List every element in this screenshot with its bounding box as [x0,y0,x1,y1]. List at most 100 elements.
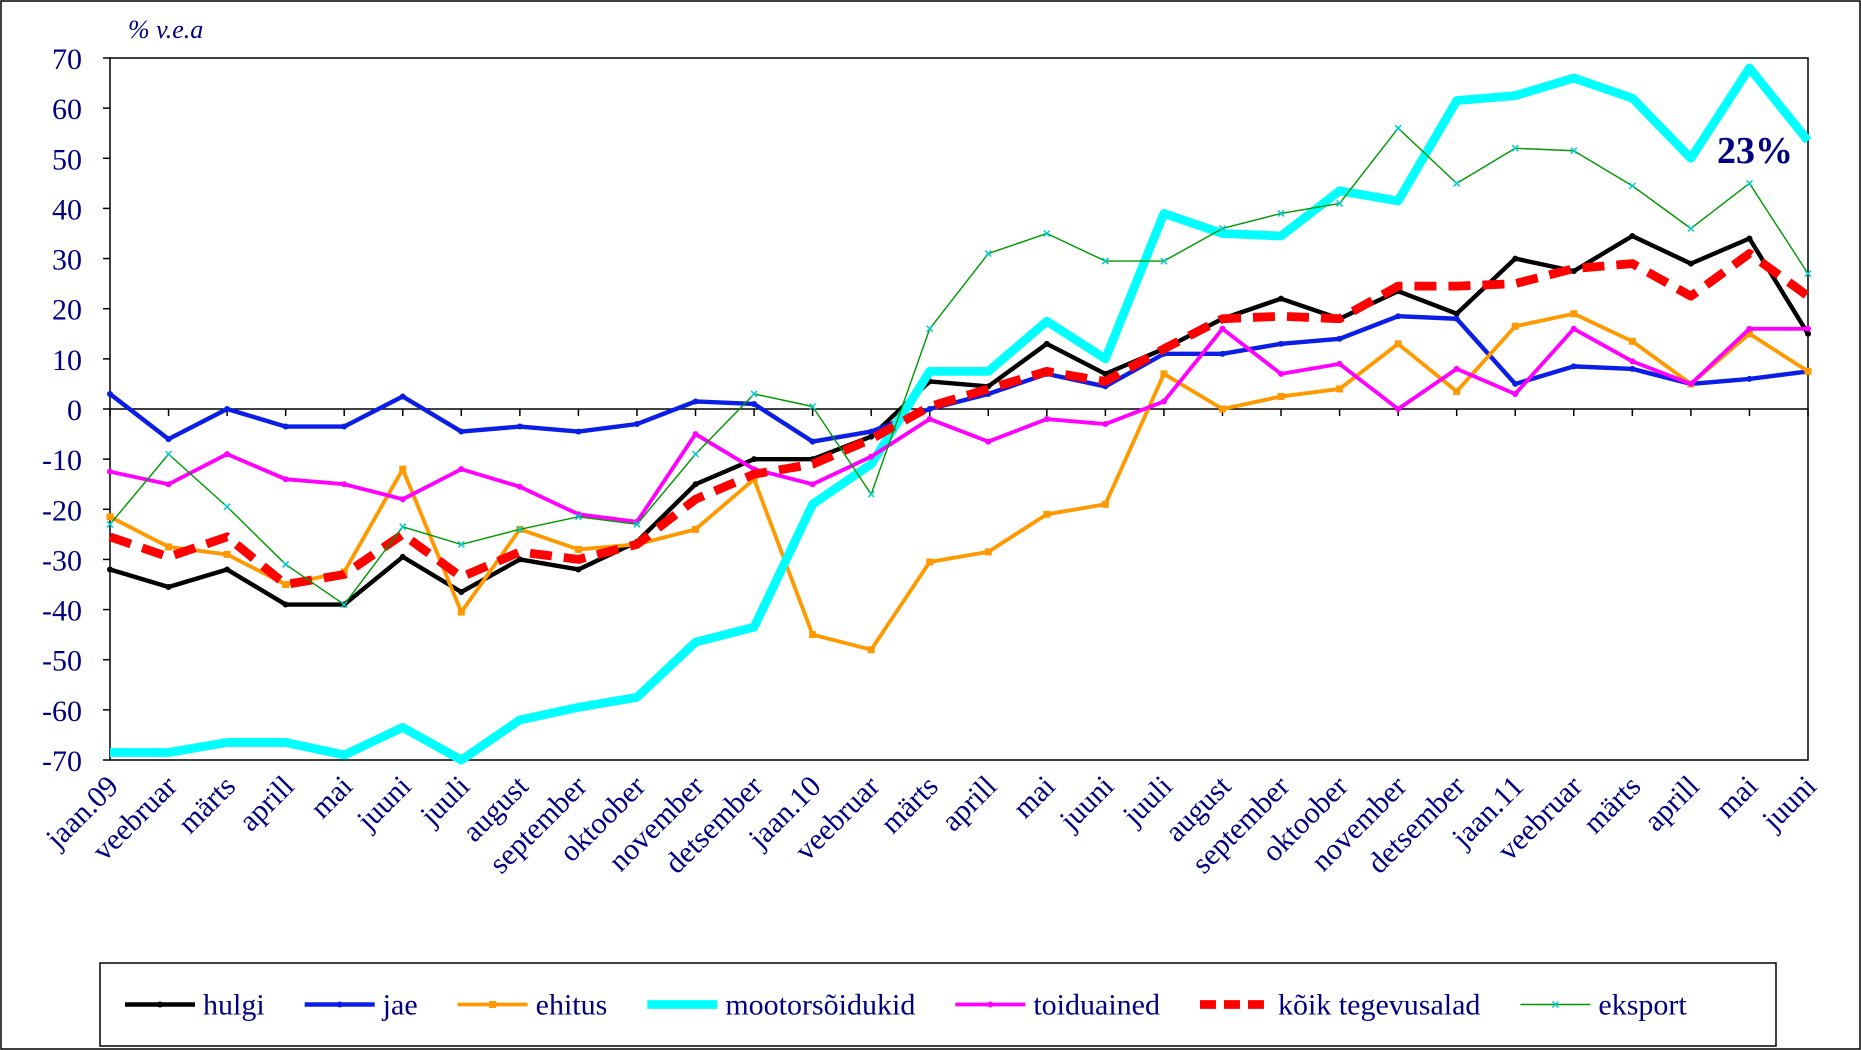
series [107,325,1811,525]
point [750,475,758,483]
point [516,525,524,533]
series-line [109,127,1809,606]
series [107,233,1811,608]
y-tick-label: 70 [52,43,82,76]
point [1570,268,1577,275]
point [692,525,700,533]
point [1277,209,1285,217]
point [751,400,758,407]
point [1453,365,1460,372]
point [1219,350,1226,357]
point [633,520,641,528]
point [985,438,992,445]
point [282,601,289,608]
point [1746,235,1753,242]
series [108,249,1811,589]
point [1746,375,1753,382]
point [1101,500,1109,508]
y-tick-label: -70 [42,745,82,778]
point [633,421,640,428]
point [1336,360,1343,367]
point [223,550,231,558]
point [1745,330,1753,338]
point [282,560,290,568]
point [691,450,700,458]
point [340,601,348,609]
point [457,608,465,616]
point [399,465,407,473]
point [223,503,231,511]
point [1551,1000,1559,1009]
annotation: 23% [1717,130,1793,172]
y-tick-label: 40 [52,193,82,226]
point [224,451,231,458]
y-tick-label: 60 [52,93,82,126]
point [1219,325,1226,332]
point [341,423,348,430]
y-tick-label: -30 [42,544,82,577]
point [1629,358,1636,365]
point [1629,365,1636,372]
point [751,456,758,463]
point [1336,385,1344,393]
series-line [109,233,1810,607]
y-tick-label: -10 [42,444,82,477]
point [1629,233,1636,240]
point [575,566,582,573]
point [1277,392,1285,400]
point [574,545,582,553]
point [809,481,816,488]
point [165,450,173,458]
point [1395,313,1402,320]
point [489,1001,497,1008]
point [224,406,231,412]
point [157,1001,163,1008]
point [458,466,465,473]
point [1043,229,1051,238]
point [107,390,113,397]
point [1336,199,1344,207]
point [867,490,875,498]
point [107,566,113,573]
point [1453,179,1461,187]
point [1218,405,1226,413]
point [574,513,582,521]
point [926,558,934,566]
series-line [109,326,1808,524]
y-tick-label: 30 [52,244,82,277]
point [868,428,875,435]
point [868,433,875,440]
point [282,423,289,430]
y-tick-label: 20 [52,294,82,327]
point [282,476,289,483]
point [868,453,875,460]
point [341,481,348,488]
point [1570,325,1577,332]
point [1687,380,1694,387]
point [1570,363,1577,370]
point [1394,124,1402,132]
point [926,325,934,333]
point [1512,390,1519,397]
point [1278,370,1285,377]
point [984,548,992,556]
point [1511,322,1519,330]
point [1043,416,1050,423]
point [1101,257,1109,265]
point [750,390,758,398]
legend-label: ehitus [536,989,608,1022]
legend-label: kõik tegevusalad [1278,989,1480,1022]
point [1453,387,1461,395]
point [458,428,465,435]
y-tick-label: -40 [42,595,82,628]
point [1687,224,1695,233]
point [809,631,817,639]
legend-label: toiduained [1033,989,1160,1022]
point [165,436,172,443]
point [340,568,348,576]
point [516,483,523,490]
point [1628,182,1636,190]
point [282,581,290,588]
